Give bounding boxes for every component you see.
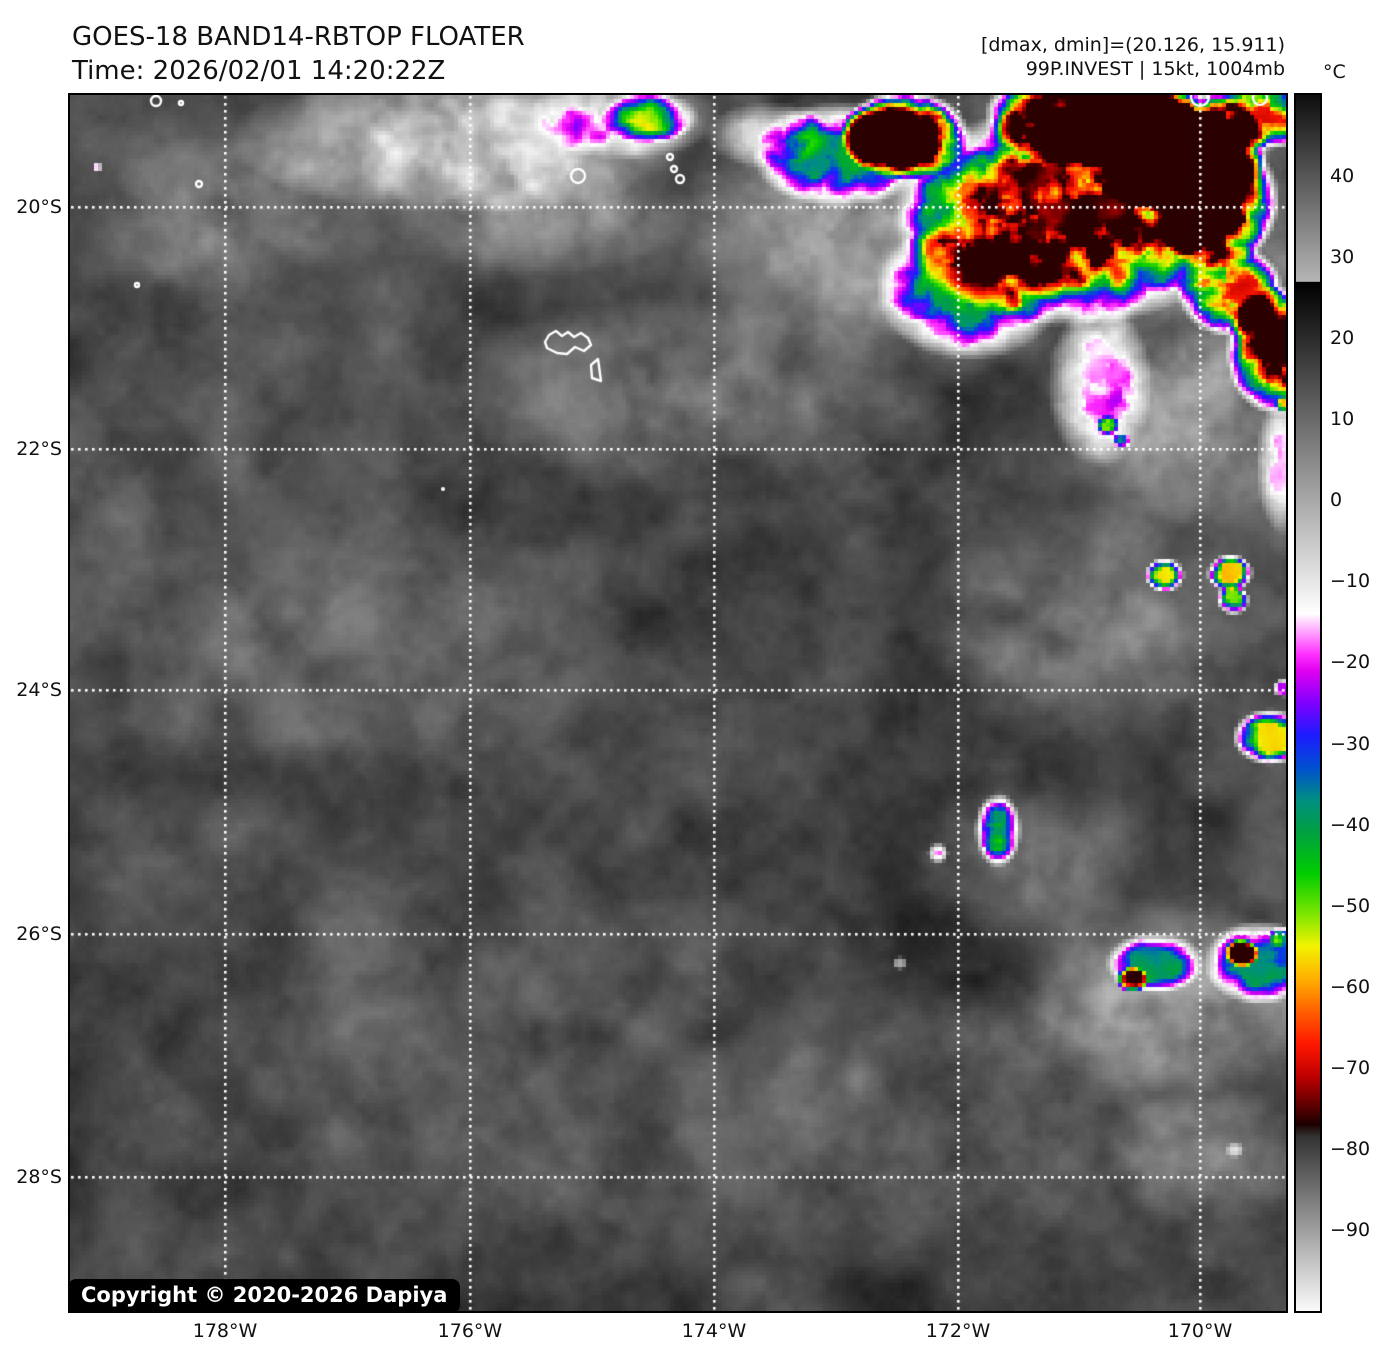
satellite-image-canvas bbox=[70, 95, 1286, 1311]
colorbar-tick-label: −80 bbox=[1330, 1137, 1371, 1160]
colorbar-tick-label: −70 bbox=[1330, 1056, 1371, 1079]
lat-tick-label: 22°S bbox=[16, 437, 62, 460]
colorbar-tick-label: −40 bbox=[1330, 813, 1371, 836]
colorbar-tick-label: −30 bbox=[1330, 732, 1371, 755]
lon-tick-label: 178°W bbox=[192, 1320, 258, 1342]
lon-tick-label: 174°W bbox=[681, 1320, 747, 1342]
colorbar bbox=[1294, 93, 1322, 1313]
lat-tick-label: 26°S bbox=[16, 922, 62, 945]
copyright-badge: Copyright © 2020-2026 Dapiya bbox=[68, 1279, 461, 1313]
timestamp: Time: 2026/02/01 14:20:22Z bbox=[72, 56, 446, 86]
satellite-map: Copyright © 2020-2026 Dapiya bbox=[68, 93, 1288, 1313]
colorbar-tick-label: 10 bbox=[1330, 408, 1355, 431]
colorbar-tick-label: −90 bbox=[1330, 1218, 1371, 1241]
colorbar-tick-label: −50 bbox=[1330, 894, 1371, 917]
colorbar-tick-label: 20 bbox=[1330, 327, 1355, 350]
colorbar-unit-label: °C bbox=[1323, 61, 1346, 83]
colorbar-tick-label: −20 bbox=[1330, 651, 1371, 674]
dmax-dmin-readout: [dmax, dmin]=(20.126, 15.911) bbox=[980, 34, 1285, 56]
lon-tick-label: 176°W bbox=[437, 1320, 503, 1342]
colorbar-tick-label: −60 bbox=[1330, 975, 1371, 998]
colorbar-tick-label: −10 bbox=[1330, 570, 1371, 593]
colorbar-tick-label: 40 bbox=[1330, 165, 1355, 188]
lat-tick-label: 20°S bbox=[16, 195, 62, 218]
colorbar-tick-label: 30 bbox=[1330, 246, 1355, 269]
lon-tick-label: 170°W bbox=[1167, 1320, 1233, 1342]
lat-tick-label: 24°S bbox=[16, 679, 62, 702]
lat-tick-label: 28°S bbox=[16, 1165, 62, 1188]
storm-readout: 99P.INVEST | 15kt, 1004mb bbox=[1025, 58, 1285, 80]
lon-tick-label: 172°W bbox=[925, 1320, 991, 1342]
page-title: GOES-18 BAND14-RBTOP FLOATER bbox=[72, 22, 525, 52]
title-block: GOES-18 BAND14-RBTOP FLOATER Time: 2026/… bbox=[72, 20, 525, 88]
info-block: [dmax, dmin]=(20.126, 15.911) 99P.INVEST… bbox=[981, 33, 1285, 81]
colorbar-tick-label: 0 bbox=[1330, 489, 1343, 512]
